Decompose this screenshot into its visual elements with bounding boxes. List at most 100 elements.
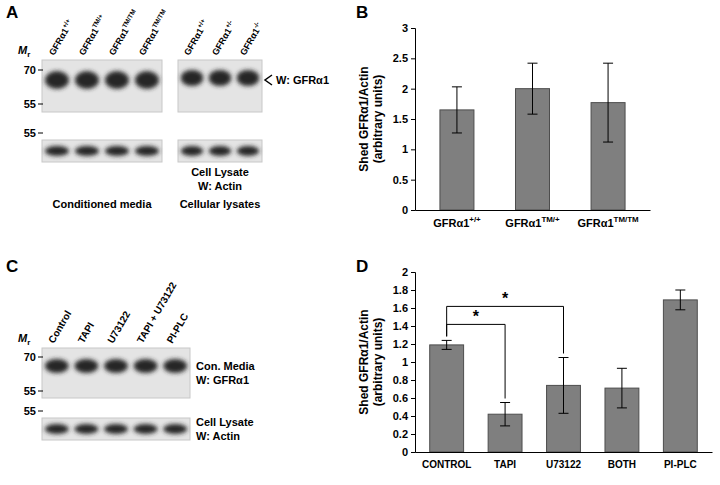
mw-label: 55 bbox=[24, 98, 36, 110]
mw-label: 55 bbox=[24, 127, 36, 139]
tick-label: GFRα1+/+ bbox=[433, 215, 481, 228]
blot-membrane bbox=[42, 140, 162, 162]
band bbox=[105, 71, 129, 89]
blot-label: Con. Media bbox=[196, 360, 256, 372]
tick-mark bbox=[411, 290, 415, 291]
tick-label: 1.5 bbox=[393, 113, 408, 125]
x-tick: PI-PLC bbox=[664, 459, 697, 470]
error-line bbox=[680, 290, 681, 310]
blot-membrane bbox=[42, 348, 190, 398]
band bbox=[75, 359, 99, 373]
blot-label: Cell Lysate bbox=[191, 166, 249, 178]
tick-label: 0 bbox=[402, 204, 408, 216]
x-tick: CONTROL bbox=[422, 459, 471, 470]
axis-line bbox=[411, 273, 416, 453]
error-cap bbox=[675, 309, 685, 310]
error-cap bbox=[452, 132, 462, 133]
x-axis: GFRα1+/+GFRα1TM/+GFRα1TM/TM bbox=[416, 211, 651, 229]
tick-mark bbox=[411, 362, 415, 363]
mw-tick bbox=[38, 70, 43, 71]
error-bar bbox=[442, 340, 452, 349]
band bbox=[45, 359, 69, 373]
x-tick: TAPI bbox=[494, 459, 516, 470]
tick-label: 2 bbox=[402, 266, 408, 278]
error-line bbox=[532, 63, 533, 114]
tick-label: 1.4 bbox=[393, 320, 409, 332]
panel-a: MrGFRα1+/+GFRα1TM/+GFRα1TM/TMGFRα1TM/TMG… bbox=[18, 8, 329, 210]
tick-label: 1.8 bbox=[393, 284, 408, 296]
tick-label: 0.6 bbox=[393, 392, 408, 404]
y-tick: 0.8 bbox=[393, 374, 415, 386]
plot-marks bbox=[440, 63, 625, 210]
x-tick: GFRα1+/+ bbox=[433, 215, 481, 228]
tick-label: U73122 bbox=[546, 459, 581, 470]
figure: ABCDMrGFRα1+/+GFRα1TM/+GFRα1TM/TMGFRα1TM… bbox=[0, 0, 720, 485]
significance-bracket bbox=[447, 306, 564, 353]
error-bar bbox=[500, 403, 510, 426]
y-tick: 1.5 bbox=[393, 113, 415, 125]
caption: Cellular lysates bbox=[180, 198, 261, 210]
y-tick: 2 bbox=[402, 83, 415, 95]
error-cap bbox=[603, 63, 613, 64]
tick-label: 1.6 bbox=[393, 302, 408, 314]
error-bar bbox=[559, 358, 569, 414]
mw-label: 70 bbox=[24, 64, 36, 76]
lane-label: U73122 bbox=[105, 309, 132, 345]
error-bar bbox=[452, 87, 462, 133]
lane-label: GFRα1TM/+ bbox=[76, 13, 108, 57]
blot-membrane bbox=[42, 60, 162, 112]
y-tick: 2 bbox=[402, 266, 415, 278]
tick-label: 1 bbox=[402, 356, 408, 368]
tick-label: CONTROL bbox=[422, 459, 471, 470]
error-line bbox=[505, 403, 506, 426]
tick-label: GFRα1TM/+ bbox=[505, 215, 560, 228]
band bbox=[237, 146, 259, 156]
y-tick: 0.5 bbox=[393, 174, 415, 186]
y-axis: 00.20.40.60.811.21.41.61.82 bbox=[393, 266, 416, 458]
tick-label: 0 bbox=[402, 446, 408, 458]
tick-label: BOTH bbox=[608, 459, 636, 470]
x-axis: CONTROL TAPI U73122 BOTH PI-PLC bbox=[416, 453, 713, 471]
error-bar bbox=[528, 63, 538, 114]
mw-header: Mr bbox=[18, 44, 30, 59]
blot-label: W: Actin bbox=[196, 430, 240, 442]
bar bbox=[663, 300, 697, 452]
tick-mark bbox=[411, 308, 415, 309]
error-cap bbox=[675, 290, 685, 291]
band bbox=[104, 359, 128, 373]
band bbox=[105, 146, 129, 156]
blot-label: W: GFRα1 bbox=[196, 374, 249, 386]
mw-tick bbox=[38, 104, 43, 105]
band bbox=[45, 146, 69, 156]
tick-mark bbox=[411, 434, 415, 435]
panel-label: A bbox=[6, 3, 18, 22]
blot-label: W: GFRα1 bbox=[276, 74, 329, 86]
mw-label: 55 bbox=[24, 385, 36, 397]
mw-tick bbox=[38, 411, 43, 412]
axis-title: (arbitrary units) bbox=[371, 75, 385, 164]
blot-label: W: Actin bbox=[198, 180, 242, 192]
band bbox=[163, 359, 187, 373]
tick-label: 0.4 bbox=[393, 410, 409, 422]
band bbox=[75, 71, 99, 89]
band bbox=[209, 70, 231, 86]
arrow bbox=[265, 75, 272, 85]
tick-label: 0.2 bbox=[393, 428, 408, 440]
error-cap bbox=[617, 368, 627, 369]
error-bar bbox=[675, 290, 685, 310]
axis-line bbox=[411, 29, 416, 211]
error-line bbox=[621, 368, 622, 408]
band bbox=[104, 424, 128, 434]
y-tick: 0 bbox=[402, 446, 415, 458]
axis-title: (arbitrary units) bbox=[371, 318, 385, 407]
error-cap bbox=[528, 63, 538, 64]
band bbox=[181, 146, 203, 156]
significance-label: * bbox=[502, 290, 509, 307]
axis-line bbox=[416, 210, 651, 211]
error-cap bbox=[528, 114, 538, 115]
x-tick: GFRα1TM/+ bbox=[505, 215, 560, 228]
error-cap bbox=[500, 402, 510, 403]
band bbox=[134, 424, 158, 434]
band bbox=[209, 146, 231, 156]
caption: Conditioned media bbox=[53, 198, 153, 210]
